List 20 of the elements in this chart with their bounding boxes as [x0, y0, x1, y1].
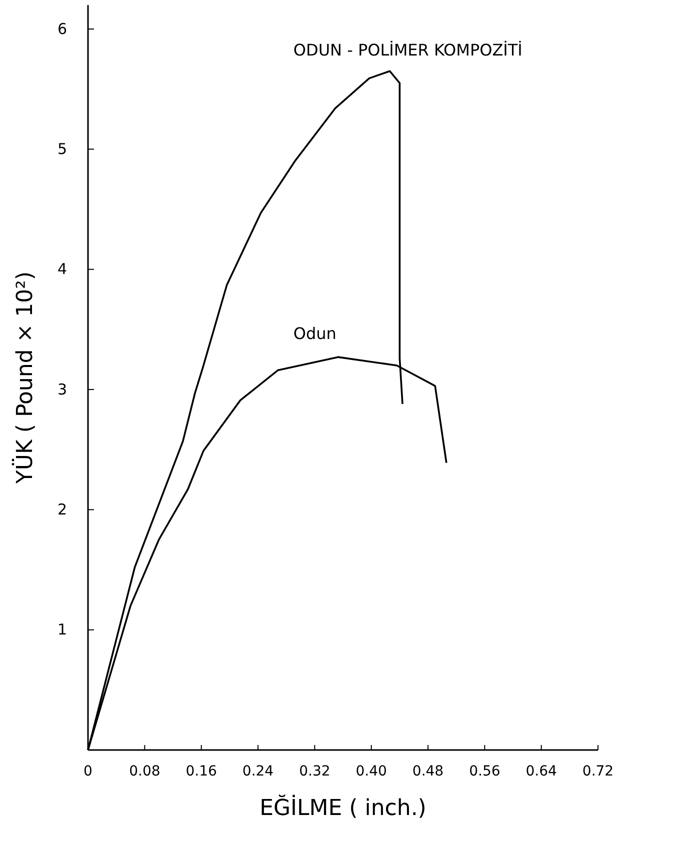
y-tick-label: 4	[57, 260, 67, 278]
y-tick-label: 3	[57, 380, 67, 398]
y-tick-label: 5	[57, 140, 67, 158]
x-tick-label: 0.64	[526, 763, 558, 780]
x-tick-label: 0.24	[242, 763, 274, 780]
y-tick-label: 6	[57, 20, 67, 38]
x-tick-label: 0.48	[412, 763, 444, 780]
x-tick-label: 0.40	[356, 763, 387, 780]
x-tick-label: 0.32	[299, 763, 330, 780]
x-axis-title: EĞİLME ( inch.)	[260, 794, 426, 821]
x-tick-label: 0.16	[186, 763, 218, 780]
x-tick-label: 0.72	[582, 763, 614, 780]
y-tick-label: 1	[57, 620, 67, 639]
x-tick-label: 0	[84, 763, 92, 780]
series-label: ODUN - POLİMER KOMPOZİTİ	[293, 40, 522, 60]
x-tick-label: 0.56	[469, 763, 500, 780]
y-tick-label: 2	[57, 500, 67, 518]
x-tick-label: 0.08	[129, 763, 160, 780]
series-label: Odun	[293, 324, 336, 344]
y-axis-title: YÜK ( Pound × 10²)	[11, 271, 38, 485]
